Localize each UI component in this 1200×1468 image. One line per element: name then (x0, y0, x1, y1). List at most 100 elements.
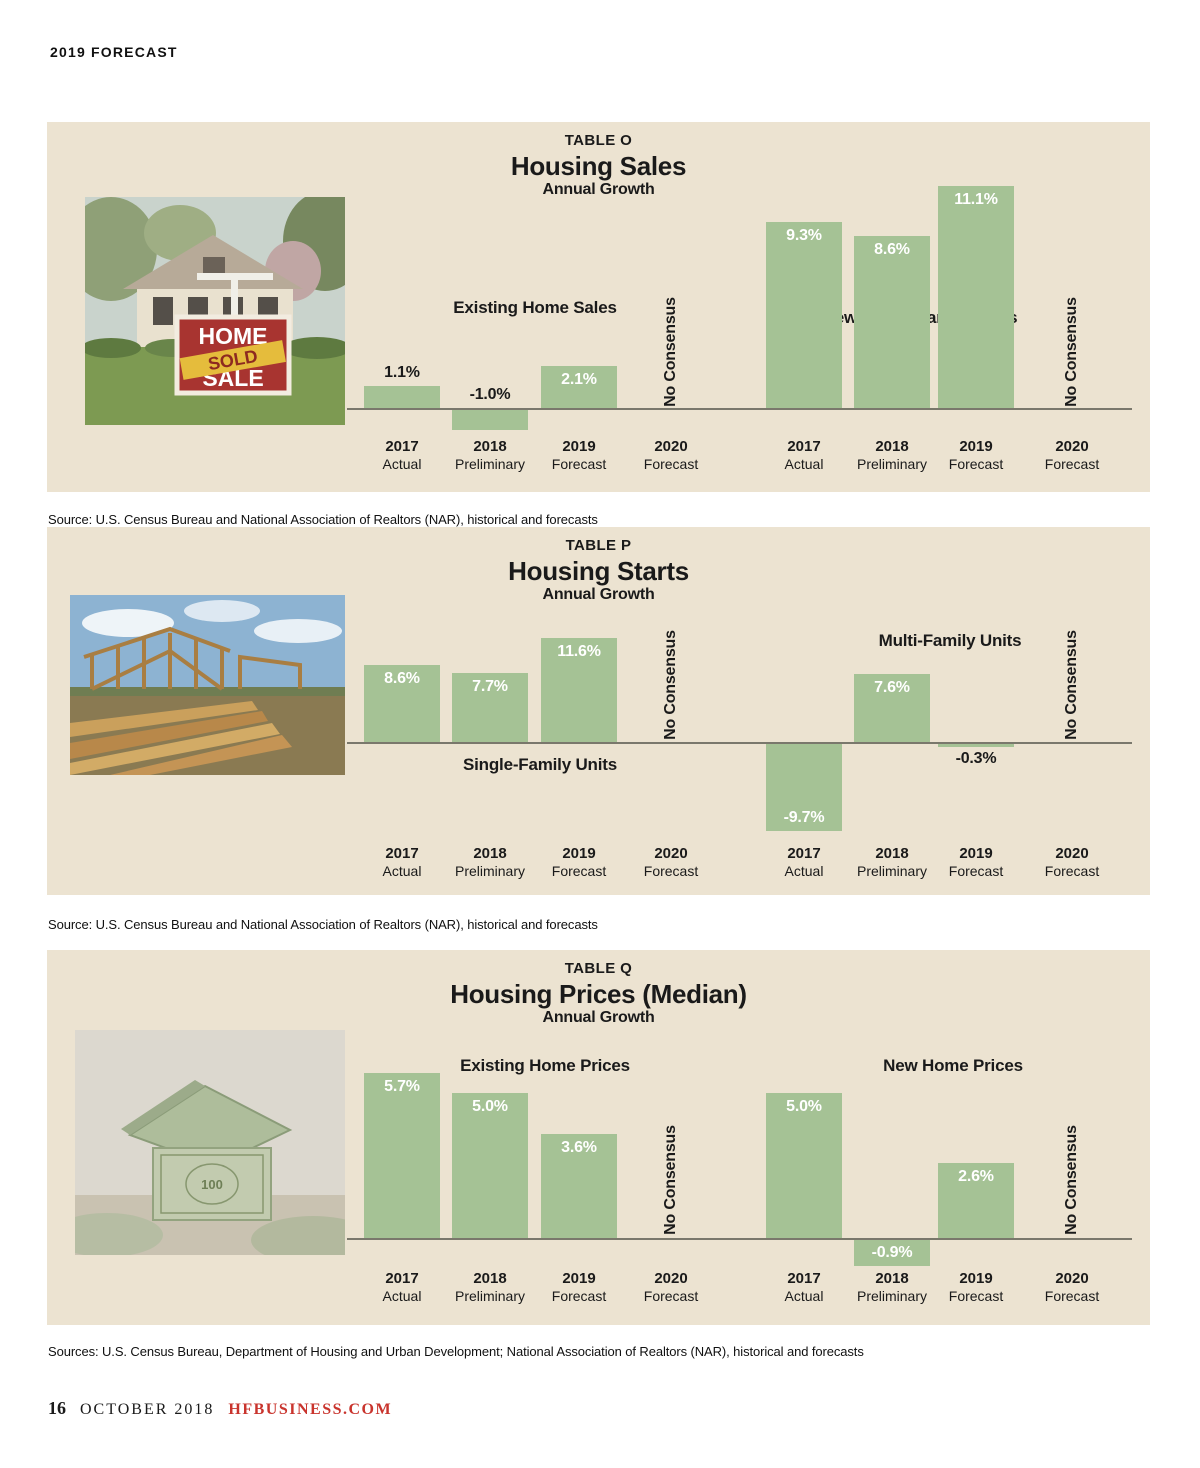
table-o-source: Source: U.S. Census Bureau and National … (48, 512, 598, 527)
value-label: 8.6% (384, 670, 420, 687)
no-consensus-label: No Consensus (662, 297, 679, 407)
table-id: TABLE P (565, 537, 632, 554)
series-label: Single-Family Units (463, 755, 617, 774)
page-number: 16 (48, 1398, 66, 1418)
value-label: 9.3% (786, 227, 822, 244)
bar-2017 (766, 222, 842, 408)
axis-year-label: 2020 (1055, 845, 1089, 862)
axis-year-label: 2018 (473, 845, 507, 862)
value-label: -0.9% (871, 1244, 913, 1261)
axis-sub-label: Forecast (1044, 456, 1100, 472)
axis-year-label: 2017 (787, 845, 821, 862)
axis-sub-label: Forecast (643, 456, 699, 472)
value-label: 2.1% (561, 371, 597, 388)
axis-sub-label: Forecast (1044, 863, 1100, 879)
value-label: 11.6% (557, 643, 601, 660)
website-link[interactable]: HFBUSINESS.COM (228, 1401, 393, 1418)
axis-year-label: 2019 (562, 1270, 596, 1287)
table-subtitle: Annual Growth (542, 181, 655, 199)
axis-year-label: 2018 (875, 1270, 909, 1287)
bar-2017 (364, 1073, 440, 1238)
axis-sub-label: Preliminary (454, 456, 525, 472)
table-o-title-block: TABLE O Housing Sales Annual Growth (47, 132, 1150, 200)
value-label: 7.6% (874, 679, 910, 696)
series-label: Existing Home Sales (453, 298, 617, 317)
axis-sub-label: Preliminary (454, 863, 525, 879)
issue-date: OCTOBER 2018 (80, 1401, 215, 1418)
home-sold-sign-illustration: HOME SALE SOLD (85, 197, 345, 425)
bill-denomination: 100 (201, 1177, 223, 1192)
no-consensus-label: No Consensus (662, 1125, 679, 1235)
table-subtitle: Annual Growth (542, 586, 655, 604)
page-footer: 16 OCTOBER 2018 HFBUSINESS.COM (48, 1398, 392, 1419)
axis-sub-label: Forecast (948, 1288, 1004, 1304)
table-title: Housing Prices (Median) (450, 978, 747, 1009)
axis-sub-label: Forecast (948, 863, 1004, 879)
bar-2019 (938, 186, 1014, 408)
house-framing-photo (70, 595, 345, 775)
bar-2019 (541, 1134, 617, 1238)
home-sold-sign-photo: HOME SALE SOLD (85, 197, 345, 425)
bar-2018 (452, 410, 528, 430)
value-label: 2.6% (958, 1168, 994, 1185)
housing-prices-panel: TABLE Q Housing Prices (Median) Annual G… (47, 950, 1150, 1325)
axis-year-label: 2018 (473, 1270, 507, 1287)
bar-2018 (854, 236, 930, 408)
no-consensus-label: No Consensus (1063, 1125, 1080, 1235)
axis-year-label: 2017 (385, 1270, 419, 1287)
bar-2019 (541, 366, 617, 408)
value-label: 3.6% (561, 1139, 597, 1156)
axis-sub-label: Forecast (643, 1288, 699, 1304)
sign-word-home: HOME (199, 323, 268, 349)
axis-sub-label: Preliminary (856, 863, 927, 879)
table-p-source: Source: U.S. Census Bureau and National … (48, 917, 598, 932)
axis-year-label: 2019 (959, 1270, 993, 1287)
housing-prices-chart: Existing Home Prices 2017 Actual 5.7% 2018 Pr… (47, 950, 1150, 1325)
money-house-illustration: 100 (75, 1030, 345, 1255)
bar-2018 (854, 1240, 930, 1266)
axis-sub-label: Forecast (551, 456, 607, 472)
axis-sub-label: Forecast (643, 863, 699, 879)
value-label: 1.1% (384, 364, 420, 381)
table-p-title-block: TABLE P Housing Starts Annual Growth (47, 537, 1150, 605)
axis-year-label: 2018 (875, 438, 909, 455)
table-subtitle: Annual Growth (542, 1009, 655, 1027)
bar-2017 (364, 665, 440, 742)
bar-2017 (766, 1093, 842, 1238)
axis-sub-label: Forecast (1044, 1288, 1100, 1304)
axis-year-label: 2017 (385, 845, 419, 862)
axis-year-label: 2020 (1055, 1270, 1089, 1287)
series-label: Multi-Family Units (878, 631, 1022, 650)
axis-sub-label: Actual (784, 863, 824, 879)
axis-year-label: 2019 (959, 845, 993, 862)
house-framing-illustration (70, 595, 345, 775)
table-title: Housing Sales (510, 150, 687, 181)
axis-sub-label: Actual (382, 863, 422, 879)
housing-sales-chart: Existing Home Sales 2017 Actual 1.1% 2018 Pre… (47, 122, 1150, 492)
table-q-title-block: TABLE Q Housing Prices (Median) Annual G… (47, 960, 1150, 1028)
housing-sales-panel: TABLE O Housing Sales Annual Growth (47, 122, 1150, 492)
table-q-source: Sources: U.S. Census Bureau, Department … (48, 1344, 864, 1359)
axis-baseline (347, 742, 1132, 744)
housing-starts-chart: Single-Family Units 2017 Actual 8.6% 2018 Pre… (47, 527, 1150, 895)
value-label: -9.7% (783, 809, 825, 826)
axis-year-label: 2020 (654, 438, 688, 455)
axis-year-label: 2020 (654, 845, 688, 862)
axis-sub-label: Preliminary (856, 1288, 927, 1304)
axis-sub-label: Preliminary (856, 456, 927, 472)
axis-sub-label: Forecast (948, 456, 1004, 472)
axis-year-label: 2019 (562, 845, 596, 862)
axis-year-label: 2020 (1055, 438, 1089, 455)
table-title: Housing Starts (508, 555, 689, 586)
bar-2018 (452, 1093, 528, 1238)
bar-2017 (364, 386, 440, 408)
axis-baseline (347, 408, 1132, 410)
table-id: TABLE Q (564, 960, 633, 977)
no-consensus-label: No Consensus (1063, 630, 1080, 740)
value-label: -1.0% (469, 386, 511, 403)
bar-2019 (938, 744, 1014, 747)
bar-2019 (938, 1163, 1014, 1238)
value-label: 5.0% (786, 1098, 822, 1115)
value-label: 5.0% (472, 1098, 508, 1115)
